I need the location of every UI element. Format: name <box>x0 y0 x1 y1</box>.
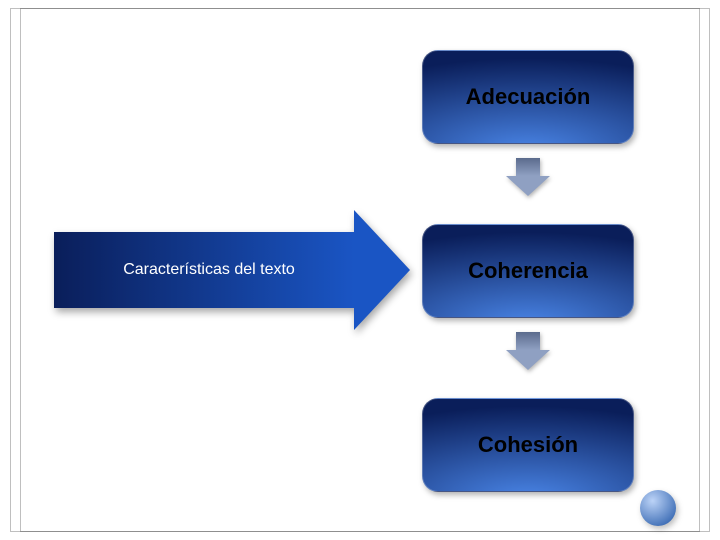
title-block-arrow: Características del texto <box>54 210 410 330</box>
arrow-stem <box>516 158 540 176</box>
down-arrow-icon <box>506 332 550 372</box>
arrow-head <box>506 176 550 196</box>
slide-canvas: Características del texto Adecuación Coh… <box>0 0 720 540</box>
decorative-sphere-icon <box>640 490 676 526</box>
concept-box-coherencia: Coherencia <box>422 224 634 318</box>
down-arrow-icon <box>506 158 550 198</box>
concept-label: Cohesión <box>478 432 578 458</box>
concept-box-cohesion: Cohesión <box>422 398 634 492</box>
concept-label: Coherencia <box>468 258 588 284</box>
concept-box-adecuacion: Adecuación <box>422 50 634 144</box>
title-arrow-head-icon <box>354 210 410 330</box>
concept-label: Adecuación <box>466 84 591 110</box>
arrow-head <box>506 350 550 370</box>
arrow-stem <box>516 332 540 350</box>
title-arrow-label: Características del texto <box>54 232 354 308</box>
